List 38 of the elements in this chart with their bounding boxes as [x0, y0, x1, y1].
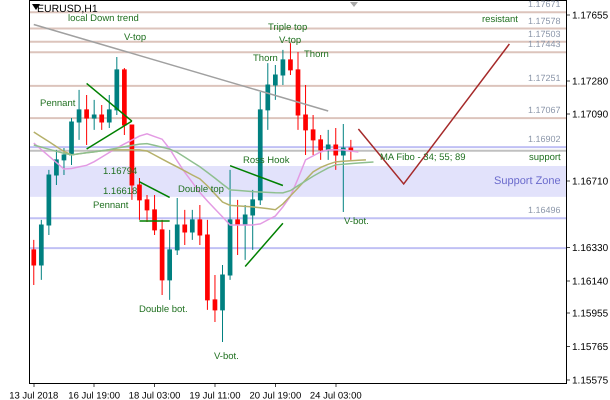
- x-tick-label: 13 Jul 2018: [9, 390, 58, 400]
- annotation: V-bot.: [214, 351, 239, 362]
- band-label: Support Zone: [494, 175, 561, 187]
- x-tick-label: 19 Jul 11:00: [189, 390, 240, 400]
- y-tick-label: 1.16330: [572, 242, 609, 254]
- x-tick-label: 24 Jul 03:00: [310, 390, 362, 400]
- annotation: resistant: [482, 14, 518, 25]
- y-tick-label: 1.16710: [572, 176, 609, 188]
- y-tick-label: 1.17655: [572, 10, 609, 22]
- annotation: Pennant: [93, 200, 129, 211]
- y-tick-label: 1.17280: [572, 76, 609, 88]
- annotation: Thorn: [304, 49, 329, 60]
- annotation: Double top: [178, 184, 224, 195]
- ref-line-label: 1.17251: [528, 73, 561, 83]
- y-tick-label: 1.16140: [572, 276, 609, 288]
- y-tick-label: 1.15575: [572, 375, 609, 386]
- ref-line-label: 1.16902: [528, 134, 561, 144]
- ref-line-label: 1.16496: [528, 205, 561, 215]
- y-tick-label: 1.15765: [572, 342, 609, 354]
- y-tick-label: 1.15955: [572, 308, 609, 320]
- annotation: V-top: [124, 32, 146, 43]
- ref-line-label: 1.17671: [528, 0, 561, 9]
- annotation: Triple top: [268, 22, 308, 33]
- chart-title: EURUSD,H1: [37, 3, 98, 15]
- y-tick-label: 1.17090: [572, 110, 609, 121]
- ref-line-label: 1.17503: [528, 29, 561, 39]
- annotation: local Down trend: [68, 13, 139, 24]
- x-tick-label: 16 Jul 19:00: [68, 390, 120, 400]
- ref-line-label: 1.17067: [528, 105, 561, 115]
- annotation: V-bot.: [344, 216, 369, 227]
- ref-line-label: 1.17578: [528, 16, 561, 26]
- x-tick-label: 20 Jul 19:00: [249, 390, 302, 400]
- x-tick-label: 18 Jul 03:00: [128, 390, 180, 400]
- annotation: V-top: [279, 35, 302, 46]
- annotation: Double bot.: [139, 304, 188, 315]
- annotation: support: [529, 152, 562, 163]
- annotation: Thorn: [253, 53, 278, 64]
- annotation: Pennant: [40, 98, 76, 109]
